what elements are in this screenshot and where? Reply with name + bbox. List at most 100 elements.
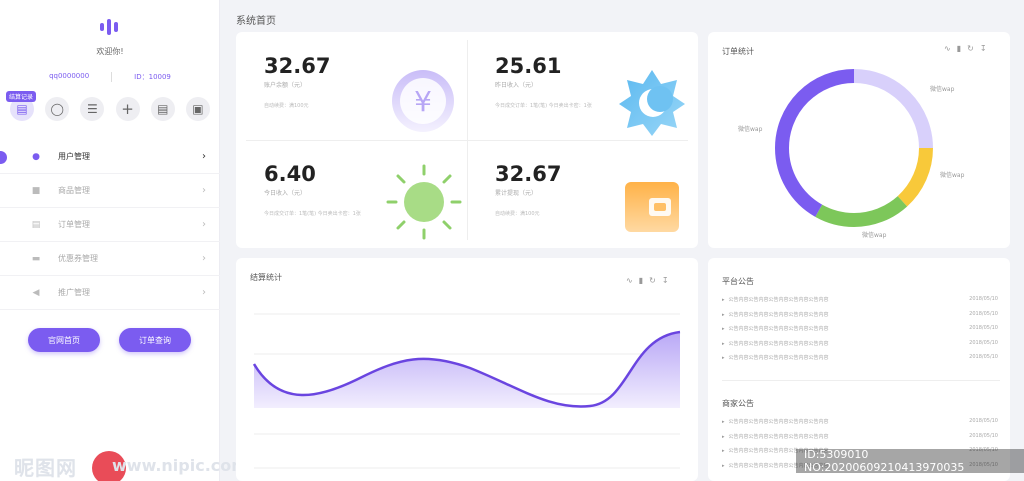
megaphone-icon: ◀	[32, 287, 40, 298]
order-query-button[interactable]: 订单查询	[119, 328, 191, 352]
notice-date: 2018/05/10	[969, 311, 998, 317]
chevron-right-icon: ›	[202, 253, 206, 264]
notice-date: 2018/05/10	[969, 354, 998, 360]
notice-date: 2018/05/10	[969, 418, 998, 424]
refresh-icon[interactable]: ↻	[649, 276, 656, 285]
line-chart-icon[interactable]: ∿	[626, 276, 633, 285]
sidebar-item-label: 用户管理	[58, 152, 90, 161]
card-title: 结算统计	[250, 273, 282, 282]
donut-label: 微信wap	[940, 172, 965, 179]
page-title: 系统首页	[236, 16, 276, 27]
notice-item[interactable]: ▸ 公告内容公告内容公告内容公告内容公告内容 2018/05/10	[722, 433, 998, 440]
stat-balance: 32.67 账户余额（元） 自动续费：满100元 ¥	[236, 32, 467, 140]
notice-text: 公告内容公告内容公告内容公告内容公告内容	[728, 419, 829, 425]
order-donut-chart	[775, 69, 933, 227]
notice-date: 2018/05/10	[969, 340, 998, 346]
list-icon[interactable]: ☰	[80, 97, 105, 121]
notice-text: 公告内容公告内容公告内容公告内容公告内容	[728, 326, 829, 332]
notice-card: 平台公告 ▸ 公告内容公告内容公告内容公告内容公告内容 2018/05/10 ▸ 公告…	[708, 258, 1010, 481]
card-title: 订单统计	[722, 47, 754, 56]
notice-text: 公告内容公告内容公告内容公告内容公告内容	[728, 448, 829, 454]
bullet-icon: ▸	[722, 341, 725, 347]
card-toolbar: ∿ ▮ ↻ ↧	[944, 44, 987, 53]
sidebar: 欢迎你! qq0000000 ID：10009 ▤ ◯ ☰ + ▤ ▣ 结算记录…	[0, 0, 248, 481]
bullet-icon: ▸	[722, 448, 725, 454]
stat-label: 账户余额（元）	[264, 82, 307, 89]
stat-label: 昨日收入（元）	[495, 82, 538, 89]
download-icon[interactable]: ↧	[661, 276, 669, 285]
bullet-icon: ▸	[722, 355, 725, 361]
logo-icon	[100, 18, 122, 36]
notice-item[interactable]: ▸ 公告内容公告内容公告内容公告内容公告内容 2018/05/10	[722, 311, 998, 318]
notice-item[interactable]: ▸ 公告内容公告内容公告内容公告内容公告内容 2018/05/10	[722, 447, 998, 454]
sidebar-item-coupons[interactable]: ▬ 优惠券管理 ›	[0, 242, 220, 276]
notice-date: 2018/05/10	[969, 462, 998, 468]
stats-card: 32.67 账户余额（元） 自动续费：满100元 ¥ 25.61 昨日收入（元）…	[236, 32, 698, 248]
area-fill	[254, 332, 680, 408]
notice-text: 公告内容公告内容公告内容公告内容公告内容	[728, 312, 829, 318]
sidebar-item-label: 推广管理	[58, 288, 90, 297]
bar-chart-icon[interactable]: ▮	[638, 276, 644, 285]
notice-item[interactable]: ▸ 公告内容公告内容公告内容公告内容公告内容 2018/05/10	[722, 296, 998, 303]
save-icon[interactable]: ▣	[185, 97, 210, 121]
notice-item[interactable]: ▸ 公告内容公告内容公告内容公告内容公告内容 2018/05/10	[722, 325, 998, 332]
series-line	[252, 330, 681, 408]
account-id: ID：10009	[134, 73, 171, 81]
bullet-icon: ▸	[722, 419, 725, 425]
stat-value: 25.61	[495, 54, 562, 78]
card-toolbar: ∿ ▮ ↻ ↧	[626, 276, 669, 285]
notice-item[interactable]: ▸ 公告内容公告内容公告内容公告内容公告内容 2018/05/10	[722, 354, 998, 361]
plus-icon[interactable]: +	[115, 97, 140, 121]
official-home-button[interactable]: 官网首页	[28, 328, 100, 352]
refresh-icon[interactable]: ↻	[967, 44, 974, 53]
notice-item[interactable]: ▸ 公告内容公告内容公告内容公告内容公告内容 2018/05/10	[722, 462, 998, 469]
settlement-area-chart	[252, 313, 681, 469]
notice-date: 2018/05/10	[969, 296, 998, 302]
download-icon[interactable]: ↧	[979, 44, 987, 53]
notice-date: 2018/05/10	[969, 433, 998, 439]
notice-item[interactable]: ▸ 公告内容公告内容公告内容公告内容公告内容 2018/05/10	[722, 418, 998, 425]
watermark-logo: 昵图网	[14, 456, 77, 480]
stat-value: 6.40	[264, 162, 316, 186]
watermark-badge	[92, 451, 126, 481]
stat-value: 32.67	[264, 54, 331, 78]
notice-text: 公告内容公告内容公告内容公告内容公告内容	[728, 341, 829, 347]
document-icon[interactable]: ▤	[150, 97, 175, 121]
sidebar-item-orders[interactable]: ▤ 订单管理 ›	[0, 208, 220, 242]
sidebar-item-goods[interactable]: ■ 商品管理 ›	[0, 174, 220, 208]
chevron-right-icon: ›	[202, 185, 206, 196]
notice-date: 2018/05/10	[969, 325, 998, 331]
sidebar-item-user[interactable]: ● 用户管理 ›	[0, 140, 220, 174]
divider	[111, 72, 113, 82]
clipboard-icon: ▤	[31, 219, 41, 230]
user-icon: ●	[32, 151, 40, 162]
account-name: qq0000000	[49, 72, 90, 80]
divider	[246, 140, 688, 141]
stat-sub: 自动续费：满100元	[264, 103, 309, 109]
bar-chart-icon[interactable]: ▮	[956, 44, 962, 53]
welcome-text: 欢迎你!	[96, 47, 124, 56]
chevron-right-icon: ›	[202, 151, 206, 162]
stat-yesterday: 25.61 昨日收入（元） 今日成交订单：1笔(笔) 今日卖出卡密：1张	[467, 32, 698, 140]
donut-slice	[775, 69, 933, 227]
sidebar-item-label: 优惠券管理	[58, 254, 98, 263]
quick-tag: 结算记录	[6, 91, 37, 102]
sun-icon	[386, 164, 462, 240]
active-indicator	[0, 151, 7, 164]
stat-label: 累计提现（元）	[495, 190, 538, 197]
watermark-id: ID:5309010 NO:20200609210413970035	[796, 448, 1024, 474]
wallet-icon	[625, 182, 679, 232]
sidebar-item-promotion[interactable]: ◀ 推广管理 ›	[0, 276, 220, 310]
bullet-icon: ▸	[722, 434, 725, 440]
chevron-right-icon: ›	[202, 219, 206, 230]
ticket-icon: ▬	[31, 253, 41, 264]
notice-date: 2018/05/10	[969, 447, 998, 453]
moon-icon	[619, 70, 685, 136]
order-stats-card: 订单统计 ∿ ▮ ↻ ↧ 微信wap 微信wap 微信wap 微信wap	[708, 32, 1010, 248]
line-chart-icon[interactable]: ∿	[944, 44, 951, 53]
basket-icon: ■	[31, 185, 41, 196]
notice-item[interactable]: ▸ 公告内容公告内容公告内容公告内容公告内容 2018/05/10	[722, 340, 998, 347]
sidebar-item-label: 商品管理	[58, 186, 90, 195]
notice-text: 公告内容公告内容公告内容公告内容公告内容	[728, 355, 829, 361]
shield-icon[interactable]: ◯	[45, 97, 70, 121]
